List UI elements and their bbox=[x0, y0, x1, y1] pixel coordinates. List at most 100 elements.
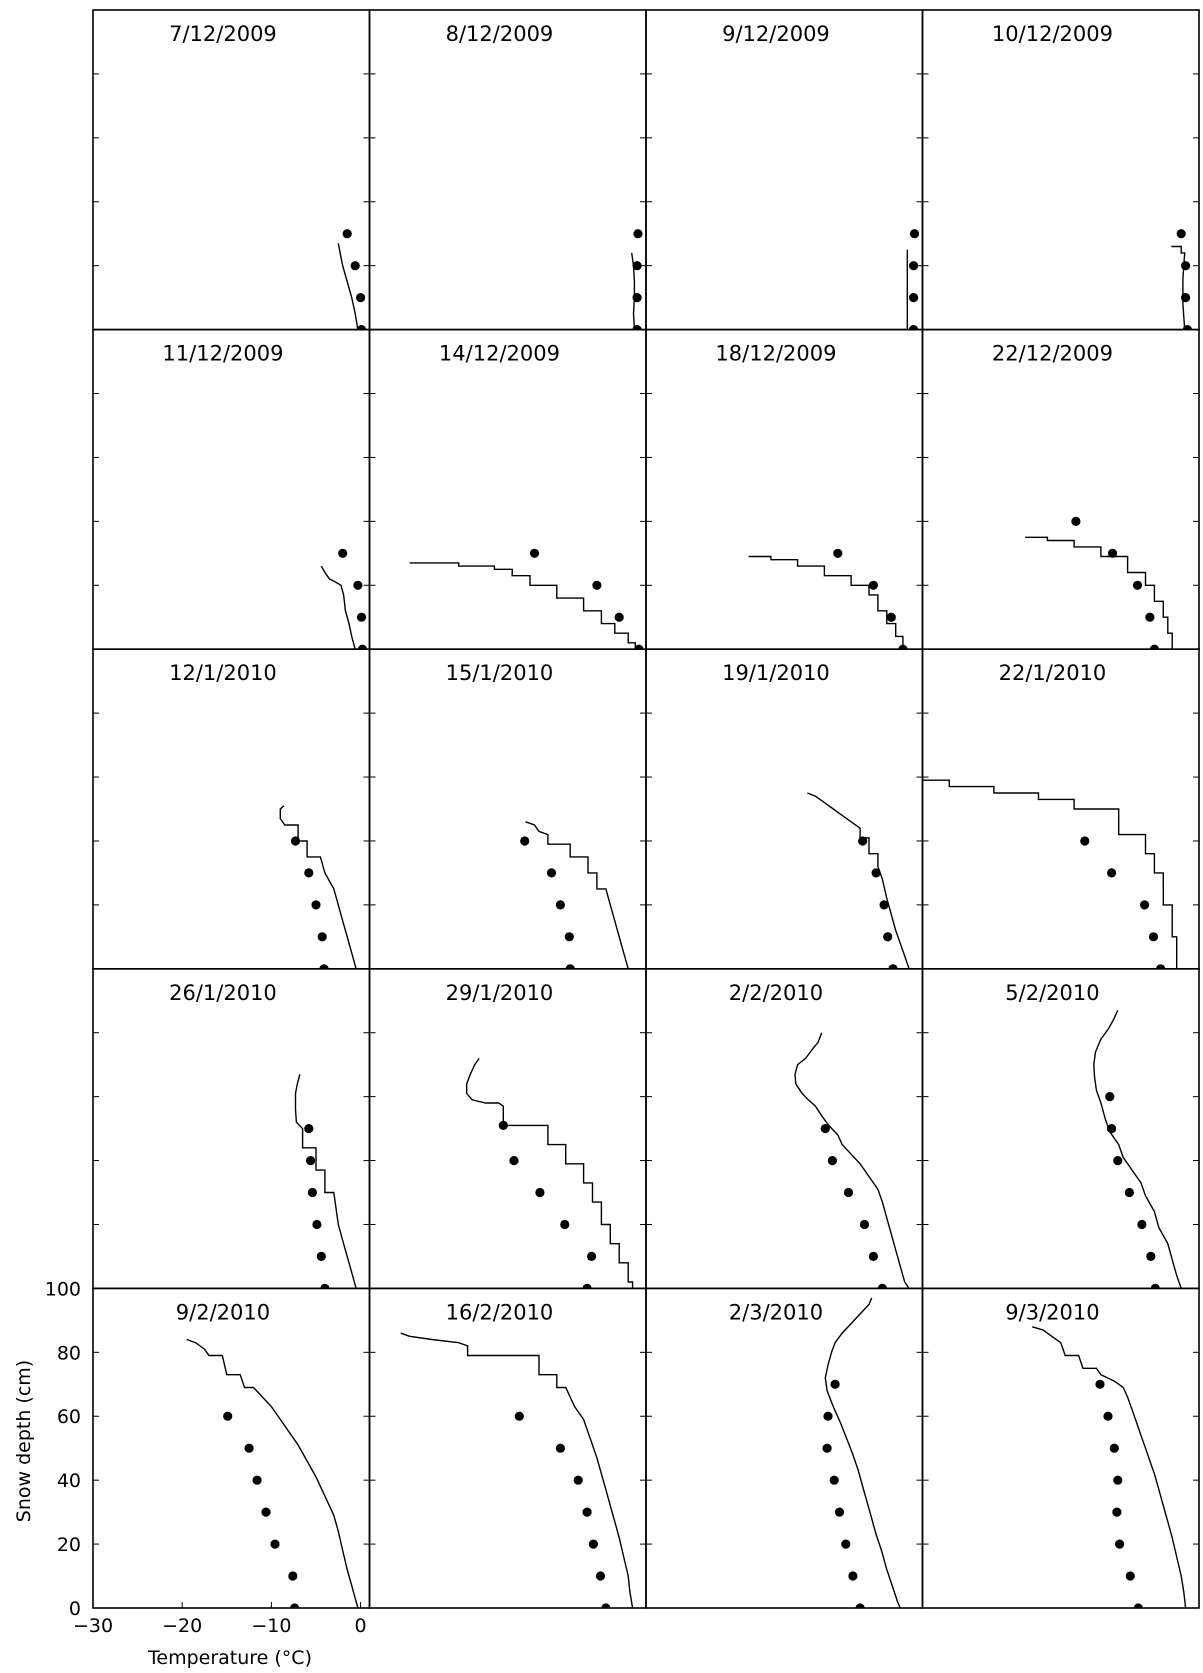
panel-title: 7/12/2009 bbox=[169, 22, 277, 46]
panel-frame bbox=[645, 1287, 924, 1609]
measurement-point bbox=[356, 612, 367, 622]
panel-frame bbox=[921, 967, 1200, 1290]
profile-line bbox=[466, 1057, 634, 1289]
measurement-point bbox=[1125, 1571, 1135, 1581]
measurement-point bbox=[304, 1124, 314, 1134]
measurement-point bbox=[879, 900, 889, 910]
measurement-point bbox=[582, 1283, 592, 1289]
panel-frame bbox=[645, 648, 924, 970]
profile-line bbox=[320, 565, 356, 650]
x-tick-label: −30 bbox=[73, 1615, 113, 1637]
measurement-point bbox=[1140, 900, 1150, 910]
panel-frame bbox=[368, 967, 647, 1290]
profile-line bbox=[1171, 245, 1186, 330]
panel-title: 9/3/2010 bbox=[1005, 1300, 1099, 1324]
panel-7: 18/12/2009 bbox=[645, 328, 924, 651]
panel-3: 9/12/2009 bbox=[645, 9, 924, 331]
measurement-point bbox=[1146, 1251, 1156, 1261]
measurement-point bbox=[270, 1539, 280, 1549]
measurement-point bbox=[555, 1443, 566, 1453]
panel-19: 2/3/2010 bbox=[645, 1287, 924, 1609]
panel-frame bbox=[921, 9, 1200, 331]
measurement-point bbox=[601, 1603, 611, 1609]
measurement-point bbox=[829, 1475, 839, 1485]
panel-frame bbox=[92, 967, 371, 1290]
measurement-point bbox=[592, 580, 602, 590]
profile-line bbox=[409, 562, 636, 650]
panel-title: 15/1/2010 bbox=[446, 661, 554, 685]
panel-13: 26/1/2010 bbox=[92, 967, 371, 1290]
measurement-point bbox=[859, 1219, 870, 1230]
measurement-point bbox=[1133, 1603, 1143, 1609]
profile-line bbox=[1025, 536, 1173, 650]
y-tick-label: 40 bbox=[57, 1470, 81, 1492]
panel-title: 12/1/2010 bbox=[169, 661, 277, 685]
measurement-point bbox=[1181, 261, 1191, 271]
profile-line bbox=[1093, 1010, 1182, 1289]
measurement-point bbox=[317, 932, 327, 942]
panel-frame bbox=[92, 648, 371, 970]
measurement-point bbox=[1113, 1156, 1123, 1166]
measurement-point bbox=[564, 932, 574, 942]
measurement-point bbox=[316, 1251, 326, 1261]
measurement-point bbox=[290, 836, 301, 846]
measurement-point bbox=[342, 229, 352, 239]
panel-title: 2/3/2010 bbox=[729, 1300, 823, 1324]
measurement-point bbox=[1150, 1283, 1160, 1289]
panel-title: 5/2/2010 bbox=[1005, 981, 1099, 1005]
y-tick-label: 20 bbox=[57, 1534, 81, 1556]
profile-line bbox=[794, 1032, 910, 1289]
panel-title: 19/1/2010 bbox=[722, 661, 830, 685]
measurement-point bbox=[560, 1219, 570, 1230]
measurement-point bbox=[546, 868, 557, 878]
x-tick-label: −10 bbox=[251, 1615, 291, 1637]
panel-frame bbox=[92, 1287, 371, 1609]
panel-1: 7/12/2009 bbox=[92, 9, 371, 331]
measurement-point bbox=[244, 1443, 254, 1453]
panel-frame bbox=[921, 648, 1200, 970]
panel-frame bbox=[645, 328, 924, 651]
y-tick-label: 0 bbox=[69, 1598, 81, 1620]
measurement-point bbox=[356, 293, 366, 303]
measurement-point bbox=[827, 1156, 838, 1166]
measurement-point bbox=[877, 1283, 887, 1289]
profile-line bbox=[279, 805, 357, 969]
measurement-point bbox=[1107, 868, 1117, 878]
panel-frame bbox=[368, 9, 647, 331]
measurement-point bbox=[1181, 293, 1191, 303]
panel-frame bbox=[645, 967, 924, 1290]
panel-12: 22/1/2010 bbox=[921, 648, 1200, 970]
measurement-point bbox=[1148, 932, 1159, 942]
measurement-point bbox=[520, 836, 530, 846]
panel-title: 8/12/2009 bbox=[446, 22, 554, 46]
measurement-point bbox=[632, 325, 642, 330]
panel-title: 26/1/2010 bbox=[169, 981, 277, 1005]
panel-title: 9/12/2009 bbox=[722, 22, 830, 46]
measurement-point bbox=[834, 1507, 845, 1517]
measurement-point bbox=[290, 1603, 300, 1609]
measurement-point bbox=[1113, 1475, 1123, 1485]
measurement-point bbox=[319, 964, 329, 969]
panel-title: 22/12/2009 bbox=[992, 342, 1113, 366]
panel-title: 9/2/2010 bbox=[176, 1300, 270, 1324]
measurement-point bbox=[1109, 1443, 1119, 1453]
panel-frame bbox=[92, 328, 371, 651]
panel-frame bbox=[921, 1287, 1200, 1609]
measurement-point bbox=[288, 1571, 298, 1581]
measurement-point bbox=[898, 644, 908, 650]
measurement-point bbox=[868, 1251, 879, 1261]
panel-title: 16/2/2010 bbox=[446, 1300, 554, 1324]
measurement-point bbox=[1176, 229, 1186, 239]
measurement-point bbox=[614, 612, 624, 622]
measurement-point bbox=[1107, 548, 1118, 558]
panel-title: 29/1/2010 bbox=[446, 981, 554, 1005]
measurement-point bbox=[311, 900, 321, 910]
panel-frame bbox=[368, 328, 647, 651]
measurement-point bbox=[633, 229, 643, 239]
measurement-point bbox=[306, 1156, 316, 1166]
measurement-point bbox=[356, 325, 367, 330]
measurement-point bbox=[498, 1120, 508, 1130]
panel-4: 10/12/2009 bbox=[921, 9, 1200, 331]
panel-title: 14/12/2009 bbox=[439, 342, 560, 366]
measurement-point bbox=[632, 293, 642, 303]
